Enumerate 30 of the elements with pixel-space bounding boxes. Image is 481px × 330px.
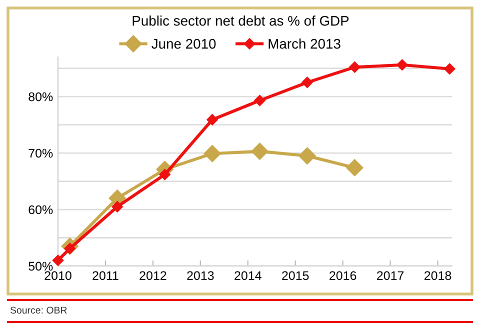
y-tick-label: 60% — [28, 205, 53, 214]
point — [444, 63, 456, 74]
x-tick-label: 2012 — [140, 271, 166, 280]
x-tick-label: 2015 — [282, 271, 309, 280]
y-tick-label: 70% — [28, 148, 53, 158]
point — [298, 147, 316, 164]
point — [302, 76, 313, 88]
point — [206, 114, 218, 126]
x-tick-label: 2018 — [424, 271, 452, 280]
y-tick-label: 50% — [28, 262, 53, 271]
x-tick-label: 2016 — [330, 271, 356, 280]
legend-label: June 2010 — [152, 38, 216, 49]
point — [396, 59, 408, 71]
point — [349, 62, 360, 73]
x-tick-label: 2013 — [187, 271, 214, 280]
point — [112, 201, 123, 212]
chart-title: Public sector net debt as % of GDP — [132, 16, 349, 26]
point — [251, 142, 268, 160]
point — [204, 145, 221, 162]
point — [254, 94, 266, 106]
point — [346, 159, 364, 176]
source-note: Source: OBR — [10, 306, 67, 314]
x-tick-label: 2017 — [377, 271, 404, 280]
legend-label: March 2013 — [268, 38, 340, 49]
x-tick-label: 2010 — [44, 271, 72, 280]
y-tick-label: 80% — [28, 92, 53, 102]
point — [52, 254, 64, 266]
x-tick-label: 2011 — [92, 271, 118, 280]
point — [159, 168, 170, 180]
x-tick-label: 2014 — [234, 271, 262, 280]
